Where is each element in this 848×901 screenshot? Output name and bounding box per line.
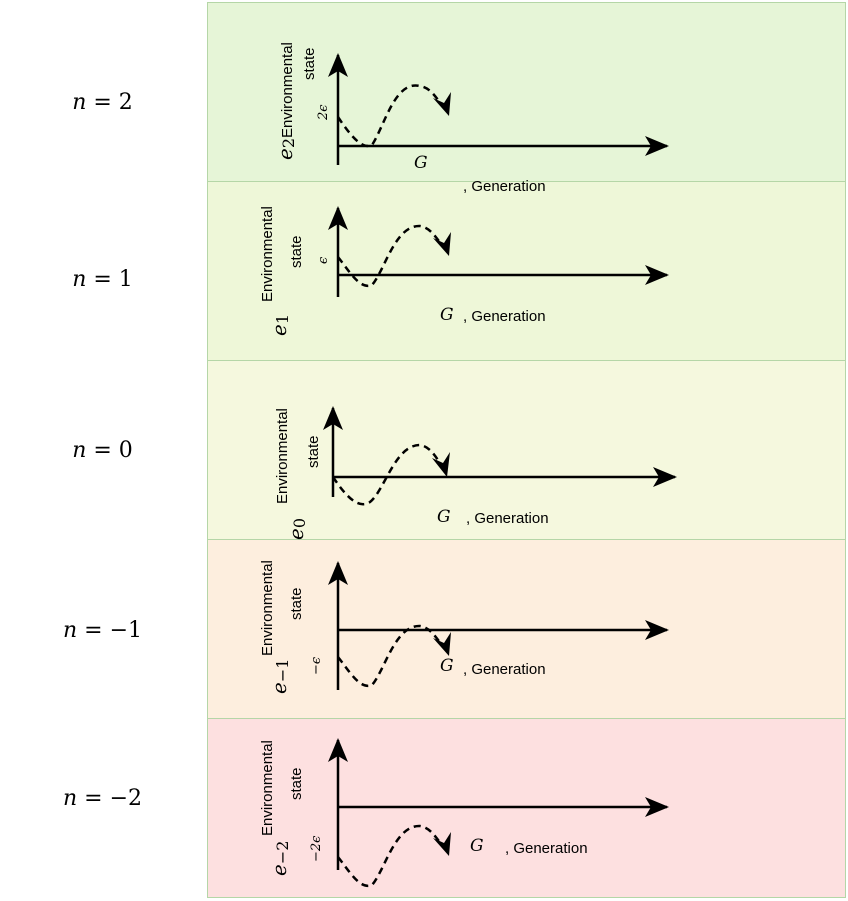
panel-n0	[207, 360, 846, 540]
axis-label-environmental: Environmental	[274, 408, 291, 504]
generation-label: , Generation	[463, 308, 546, 325]
n-variable: n	[72, 438, 87, 463]
g-label: G	[440, 305, 454, 325]
n-variable: n	[72, 267, 87, 292]
n-variable: n	[62, 618, 78, 643]
g-label: G	[470, 836, 484, 856]
g-label: G	[437, 507, 451, 527]
row-label-n-minus1: n = −1	[0, 618, 205, 643]
e-symbol: e2	[273, 138, 298, 160]
axis-label-environmental: Environmental	[279, 42, 296, 138]
row-label-n2: n = 2	[0, 90, 205, 115]
environment-curve	[336, 84, 447, 148]
plot-n-minus2: Environmental state e−2 −2ϵ G , Generati…	[259, 738, 669, 888]
n-value: = 0	[93, 438, 133, 463]
n-value: = −1	[84, 618, 143, 643]
curve-arrowhead	[432, 452, 450, 477]
generation-label: , Generation	[463, 178, 546, 195]
axis-label-state: state	[288, 767, 305, 800]
n-variable: n	[62, 786, 78, 811]
environment-curve	[337, 824, 447, 888]
g-label: G	[440, 656, 454, 676]
curve-arrowhead	[433, 832, 451, 856]
level-label: −ϵ	[309, 656, 324, 675]
g-label: G	[414, 153, 428, 173]
plot-n-minus1: Environmental state e−1 −ϵ G , Generatio…	[259, 560, 669, 694]
panel-n1	[207, 181, 846, 361]
n-value: = 1	[93, 267, 133, 292]
axis-label-environmental: Environmental	[259, 206, 276, 302]
panel-n2	[207, 2, 846, 182]
row-label-n-minus2: n = −2	[0, 786, 205, 811]
e-symbol: e1	[267, 314, 292, 336]
e-symbol: e0	[284, 518, 309, 540]
curve-arrowhead	[433, 232, 451, 256]
generation-label: , Generation	[466, 510, 549, 527]
e-symbol: e−1	[267, 659, 292, 694]
axis-label-state: state	[301, 47, 318, 80]
n-variable: n	[72, 90, 87, 115]
plot-n1: Environmental state e1 ϵ G , Generation	[259, 206, 669, 336]
axis-label-environmental: Environmental	[259, 740, 276, 836]
level-label: 2ϵ	[316, 104, 331, 121]
curve-arrowhead	[433, 632, 451, 656]
row-label-n1: n = 1	[0, 267, 205, 292]
environment-curve	[331, 443, 446, 506]
axis-label-state: state	[305, 435, 322, 468]
level-label: −2ϵ	[309, 835, 324, 862]
generation-label: , Generation	[463, 661, 546, 678]
row-label-n0: n = 0	[0, 438, 205, 463]
generation-label: , Generation	[505, 840, 588, 857]
n-value: = −2	[84, 786, 143, 811]
axis-label-environmental: Environmental	[259, 560, 276, 656]
axis-label-state: state	[288, 235, 305, 268]
curve-arrowhead	[433, 92, 451, 116]
axis-label-state: state	[288, 587, 305, 620]
plot-n0: Environmental state e0 G , Generation	[274, 406, 677, 540]
environment-curve	[337, 224, 447, 288]
n-value: = 2	[93, 90, 133, 115]
plot-n2: Environmental state e2 2ϵ G , Generation	[273, 42, 669, 195]
level-label: ϵ	[316, 256, 331, 264]
environment-curve	[337, 624, 447, 688]
e-symbol: e−2	[267, 841, 292, 876]
